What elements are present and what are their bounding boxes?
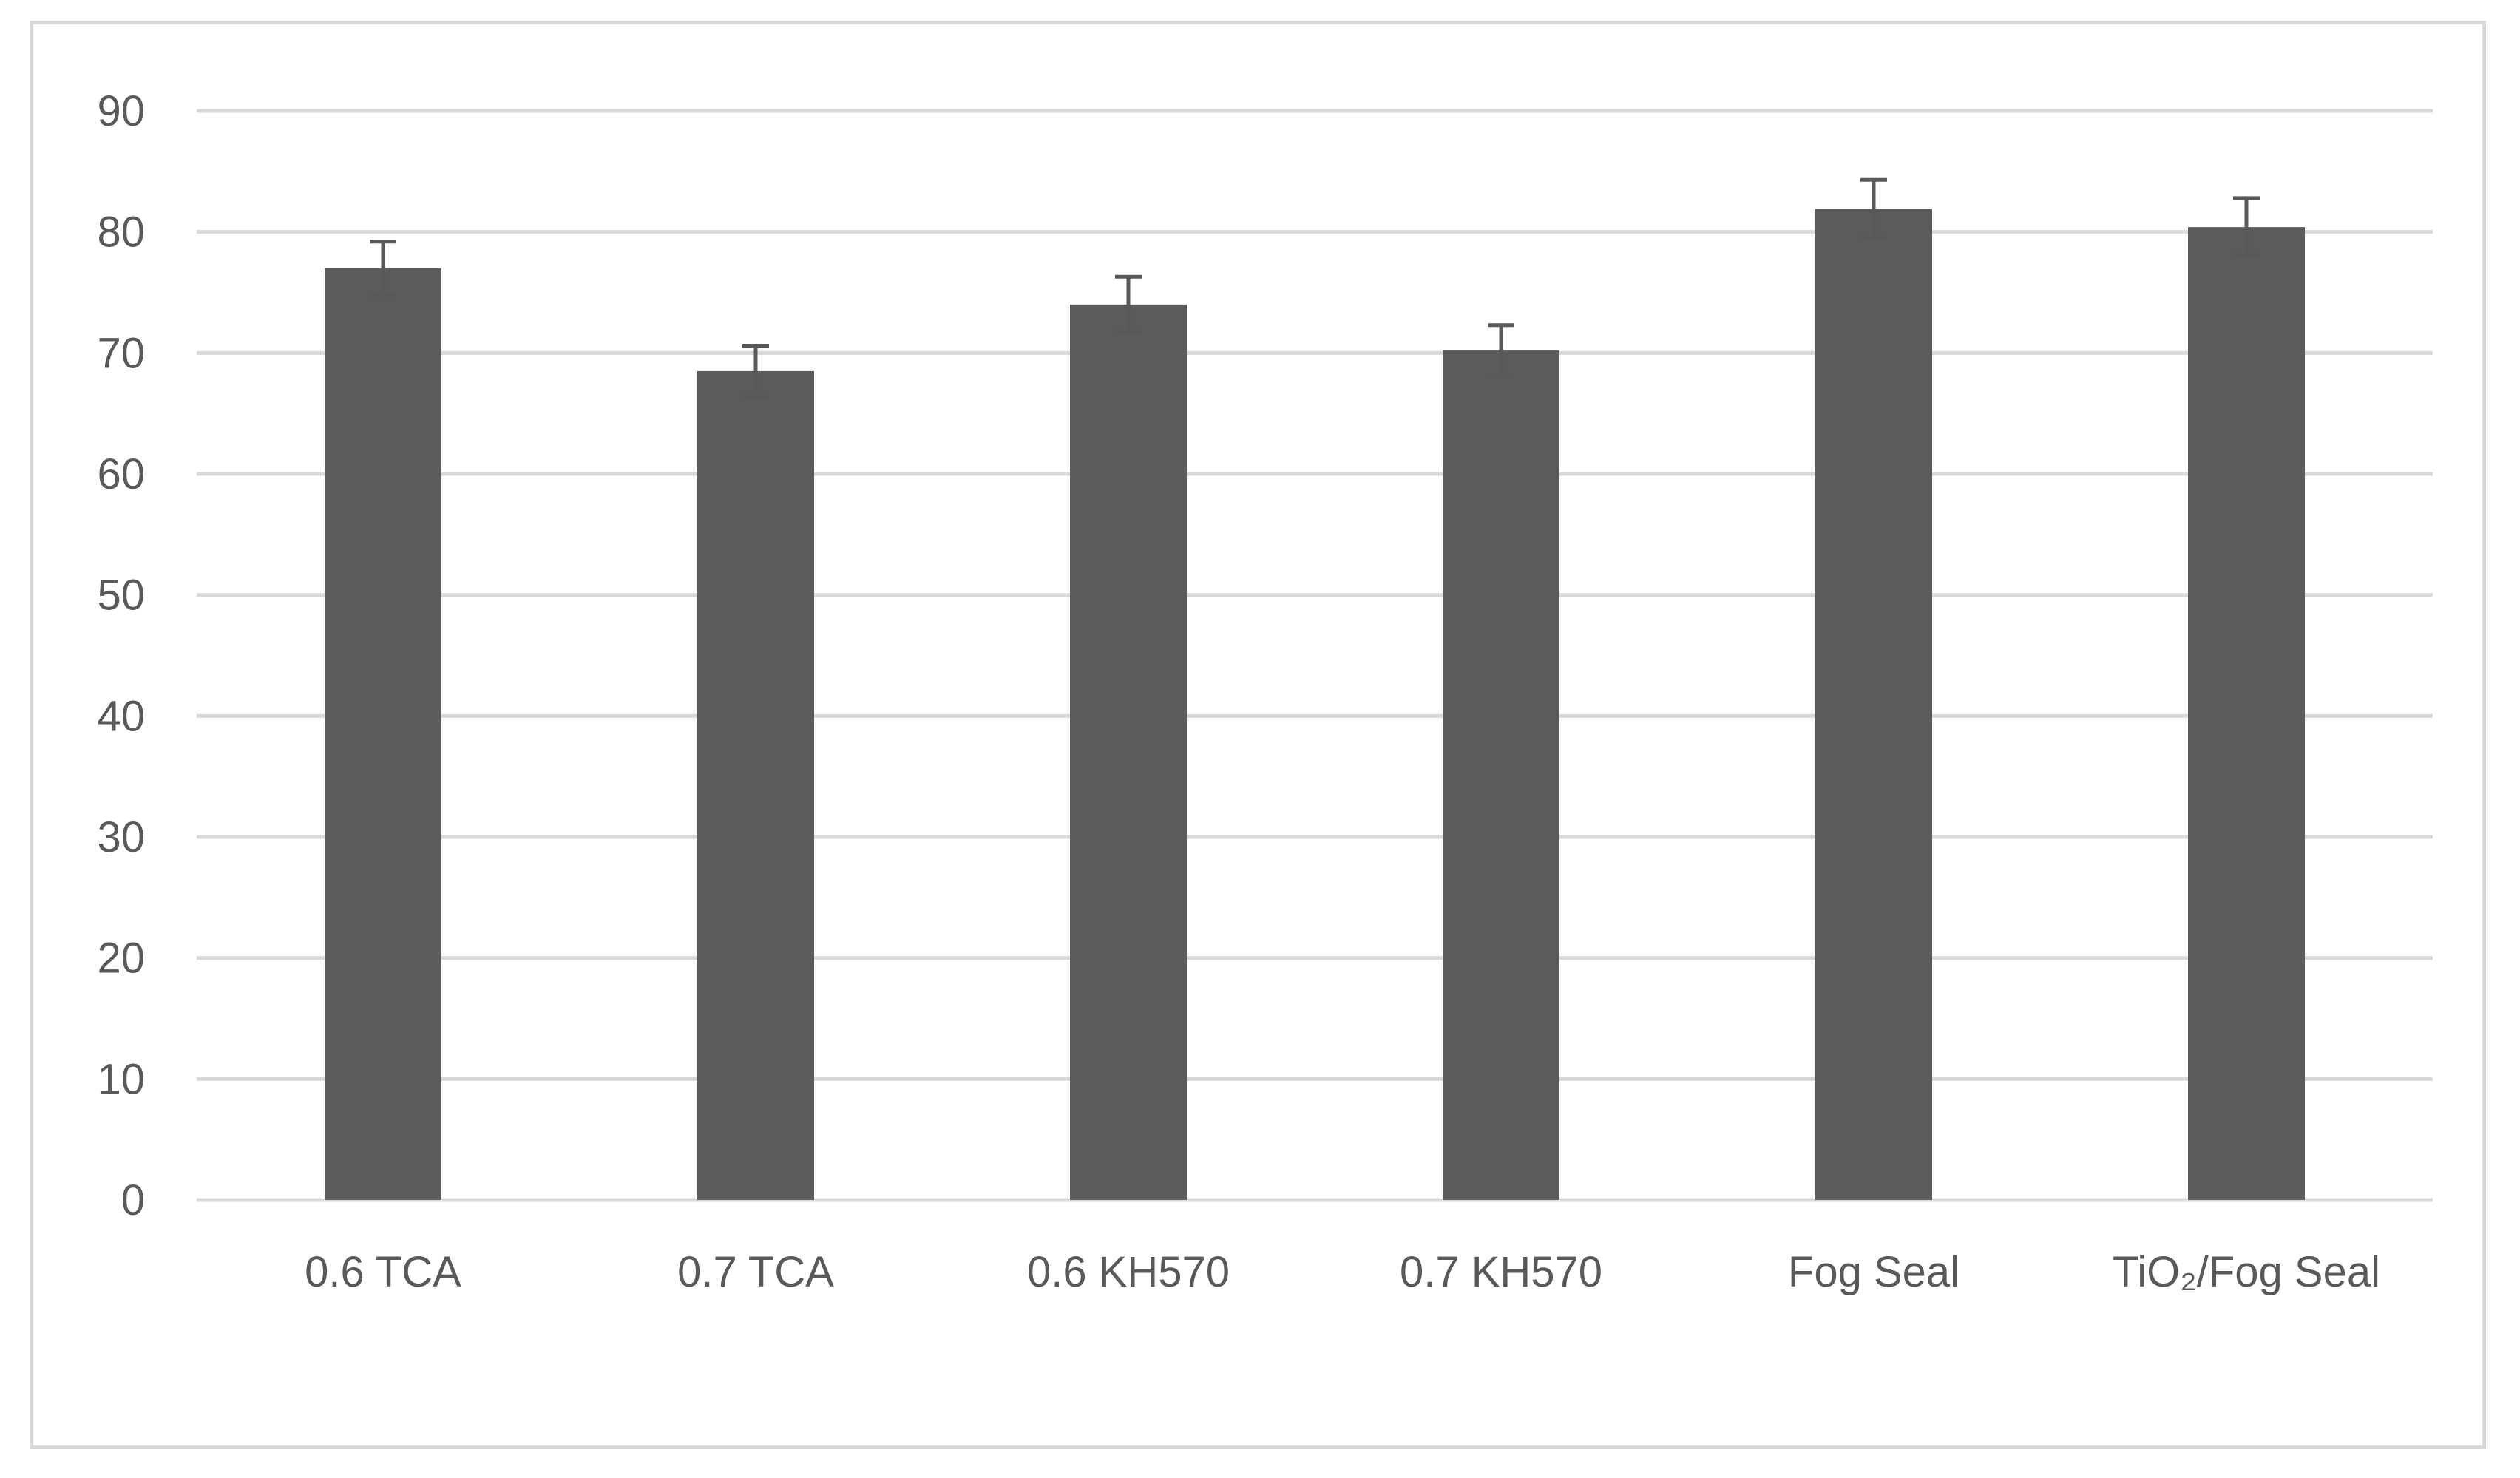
bar	[1443, 350, 1559, 1200]
x-axis-tick-labels: 0.6 TCA 0.7 TCA 0.6 KH570 0.7 KH570 Fog Seal…	[305, 1248, 2380, 1296]
x-tick-label: 0.7 TCA	[677, 1248, 834, 1296]
bar	[2188, 227, 2305, 1200]
y-tick-label: 70	[97, 329, 145, 377]
x-tick-label: 0.6 KH570	[1027, 1248, 1230, 1296]
error-bar	[1860, 177, 1887, 240]
bar	[1070, 304, 1187, 1200]
x-tick-label: 0.6 TCA	[305, 1248, 461, 1296]
error-bar	[1115, 274, 1142, 335]
y-tick-label: 50	[97, 572, 145, 620]
y-tick-label: 60	[97, 450, 145, 498]
error-bar	[1488, 323, 1514, 378]
bar	[697, 370, 814, 1201]
x-tick-label: Fog Seal	[1788, 1248, 1960, 1296]
y-tick-label: 80	[97, 209, 145, 257]
y-tick-label: 20	[97, 935, 145, 983]
y-tick-label: 90	[97, 87, 145, 135]
x-tick-label: TiO₂/Fog Seal	[2113, 1248, 2380, 1296]
bars	[325, 209, 2305, 1201]
y-tick-label: 40	[97, 692, 145, 740]
x-tick-label: 0.7 KH570	[1400, 1248, 1602, 1296]
bar	[325, 268, 441, 1201]
error-bar	[742, 344, 769, 399]
y-tick-label: 10	[97, 1055, 145, 1103]
bar	[1815, 209, 1932, 1200]
error-bars	[370, 177, 2260, 399]
y-tick-label: 30	[97, 813, 145, 861]
error-bar	[370, 240, 396, 297]
gridlines	[197, 109, 2433, 1202]
y-tick-label: 0	[121, 1176, 145, 1224]
y-axis-tick-labels: 0 10 20 30 40 50 60 70 80 90	[97, 87, 145, 1224]
error-bar	[2233, 196, 2260, 258]
